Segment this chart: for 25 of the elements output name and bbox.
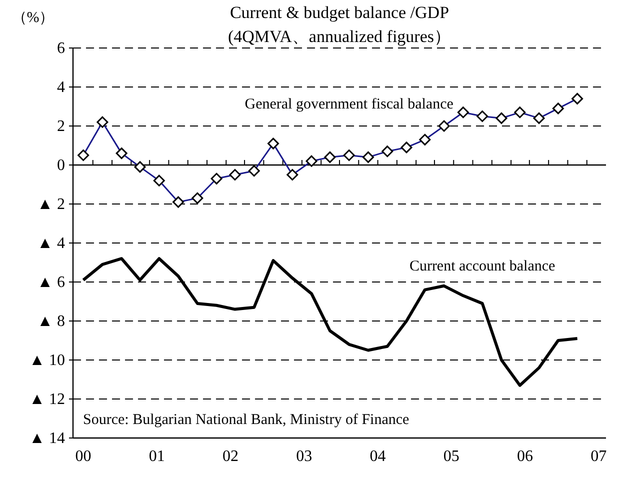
y-tick-label: 6 [57,40,65,57]
annotation: Source: Bulgarian National Bank, Ministry of Finance [83,412,410,428]
y-tick-label: ▲ 12 [29,391,65,408]
y-tick-label: ▲ 4 [37,235,65,252]
chart-title: Current & budget balance /GDP [230,3,450,22]
x-tick-label: 03 [296,448,312,465]
y-tick-label: ▲ 6 [37,274,65,291]
chart-subtitle: (4QMVA、annualized figures） [228,27,452,46]
y-tick-label: ▲ 8 [37,313,65,330]
x-tick-label: 05 [443,448,460,465]
y-axis-title: （%） [12,10,54,26]
x-tick-label: 01 [148,448,165,465]
x-tick-label: 00 [75,448,92,465]
x-tick-label: 04 [370,448,386,465]
x-tick-label: 02 [222,448,239,465]
y-tick-label: ▲ 10 [29,352,65,369]
y-tick-label: 0 [57,157,65,174]
series-label: General government fiscal balance [244,96,454,113]
x-tick-label: 06 [517,448,534,465]
y-tick-label: ▲ 14 [29,430,65,447]
x-tick-label: 07 [590,448,607,465]
y-tick-label: 2 [57,118,65,135]
series-label: Current account balance [409,258,556,275]
y-tick-label: 4 [57,79,65,96]
y-tick-label: ▲ 2 [37,196,65,213]
